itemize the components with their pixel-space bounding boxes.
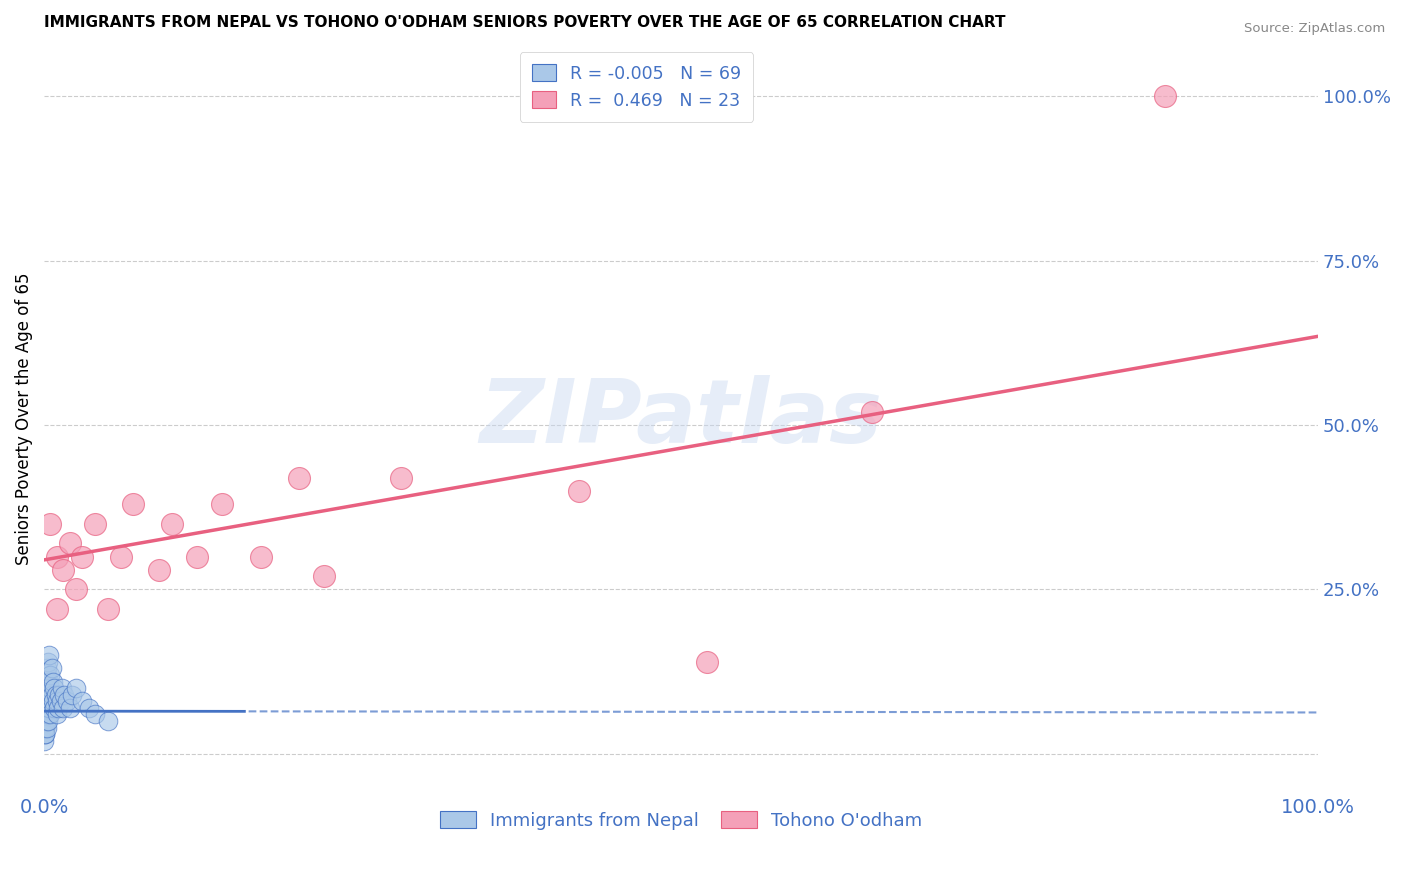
Point <box>34 681 56 695</box>
Point <box>38 701 60 715</box>
Point <box>568 483 591 498</box>
Point <box>39 694 62 708</box>
Point <box>35 721 58 735</box>
Point <box>39 681 62 695</box>
Point <box>97 602 120 616</box>
Point <box>32 733 55 747</box>
Point <box>39 707 62 722</box>
Point <box>37 655 59 669</box>
Point <box>249 549 271 564</box>
Point <box>45 688 67 702</box>
Point <box>1154 89 1177 103</box>
Point <box>34 727 56 741</box>
Point <box>288 471 311 485</box>
Point <box>35 688 58 702</box>
Point <box>860 405 883 419</box>
Point <box>32 714 55 728</box>
Point <box>186 549 208 564</box>
Point <box>35 674 58 689</box>
Point <box>42 674 65 689</box>
Point <box>211 497 233 511</box>
Point <box>35 681 58 695</box>
Point <box>34 721 56 735</box>
Point <box>77 701 100 715</box>
Point <box>34 694 56 708</box>
Point <box>72 549 94 564</box>
Point <box>52 701 75 715</box>
Point <box>696 655 718 669</box>
Point <box>84 516 107 531</box>
Point <box>34 701 56 715</box>
Point <box>38 688 60 702</box>
Text: IMMIGRANTS FROM NEPAL VS TOHONO O'ODHAM SENIORS POVERTY OVER THE AGE OF 65 CORRE: IMMIGRANTS FROM NEPAL VS TOHONO O'ODHAM … <box>44 15 1005 30</box>
Point <box>39 668 62 682</box>
Point <box>45 694 67 708</box>
Point <box>32 707 55 722</box>
Point <box>37 681 59 695</box>
Point <box>35 701 58 715</box>
Point <box>38 648 60 663</box>
Point <box>160 516 183 531</box>
Point <box>44 701 66 715</box>
Point <box>34 714 56 728</box>
Point <box>48 688 70 702</box>
Point <box>37 714 59 728</box>
Point <box>46 701 69 715</box>
Point <box>42 694 65 708</box>
Point <box>35 668 58 682</box>
Point <box>34 721 56 735</box>
Point <box>37 694 59 708</box>
Point <box>45 549 67 564</box>
Point <box>34 707 56 722</box>
Point <box>110 549 132 564</box>
Point <box>34 701 56 715</box>
Y-axis label: Seniors Poverty Over the Age of 65: Seniors Poverty Over the Age of 65 <box>15 272 32 565</box>
Point <box>38 674 60 689</box>
Point <box>44 681 66 695</box>
Text: ZIPatlas: ZIPatlas <box>479 375 883 462</box>
Point <box>34 688 56 702</box>
Point <box>37 688 59 702</box>
Point <box>72 694 94 708</box>
Point <box>84 707 107 722</box>
Point <box>37 701 59 715</box>
Point <box>32 721 55 735</box>
Text: Source: ZipAtlas.com: Source: ZipAtlas.com <box>1244 22 1385 36</box>
Point <box>35 694 58 708</box>
Point <box>45 707 67 722</box>
Point <box>35 707 58 722</box>
Point <box>51 681 73 695</box>
Point <box>37 707 59 722</box>
Point <box>34 694 56 708</box>
Point <box>58 536 80 550</box>
Point <box>34 727 56 741</box>
Point <box>314 569 336 583</box>
Point <box>45 602 67 616</box>
Point <box>60 688 83 702</box>
Point <box>97 714 120 728</box>
Point <box>148 563 170 577</box>
Point <box>389 471 412 485</box>
Point <box>122 497 145 511</box>
Point <box>52 563 75 577</box>
Point <box>34 688 56 702</box>
Point <box>35 714 58 728</box>
Point <box>34 707 56 722</box>
Point <box>35 661 58 675</box>
Legend: Immigrants from Nepal, Tohono O'odham: Immigrants from Nepal, Tohono O'odham <box>433 804 929 837</box>
Point <box>49 694 72 708</box>
Point <box>32 701 55 715</box>
Point <box>56 694 79 708</box>
Point <box>58 701 80 715</box>
Point <box>41 688 63 702</box>
Point <box>32 727 55 741</box>
Point <box>53 688 76 702</box>
Point <box>65 681 87 695</box>
Point <box>39 516 62 531</box>
Point <box>65 582 87 597</box>
Point <box>34 714 56 728</box>
Point <box>41 661 63 675</box>
